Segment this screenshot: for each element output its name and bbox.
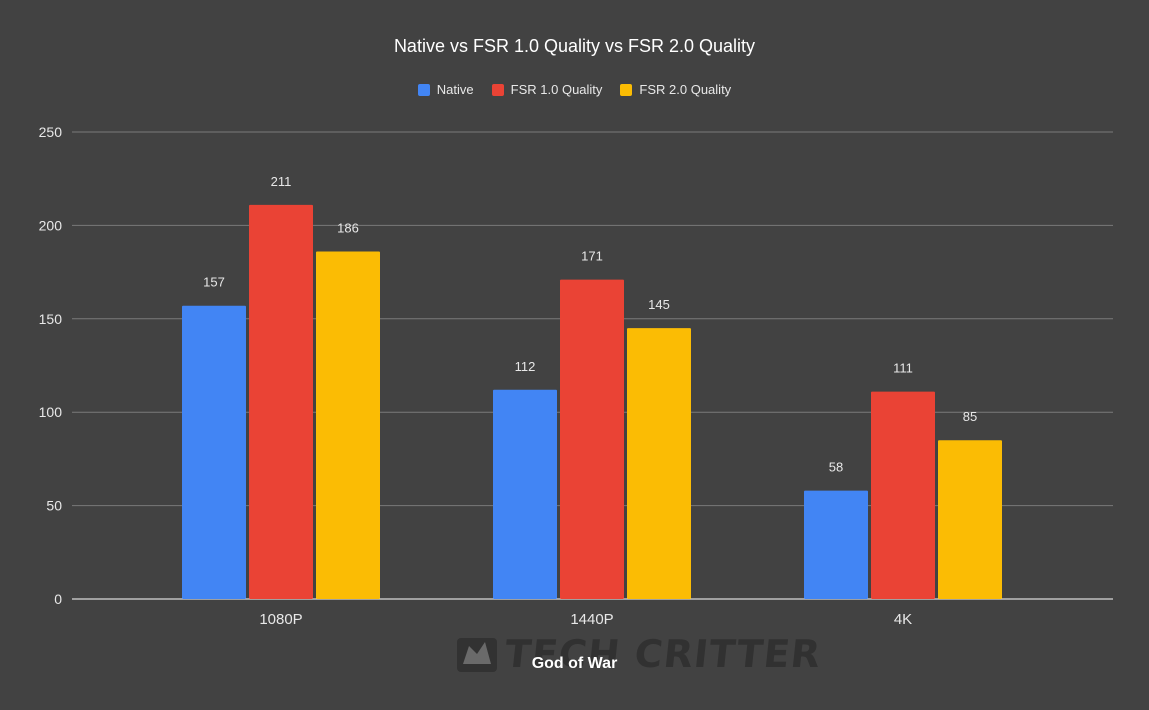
legend-label-fsr2: FSR 2.0 Quality [639,82,732,97]
y-tick-label: 50 [46,498,62,514]
y-tick-label: 200 [39,217,63,233]
x-tick-label: 1440P [570,611,613,628]
data-label: 112 [515,359,536,374]
bar [804,490,868,599]
legend-item-native: Native [417,82,474,97]
chart-legend: Native FSR 1.0 Quality FSR 2.0 Quality [0,82,1149,97]
bar [182,305,246,599]
bar [316,251,380,599]
data-label: 111 [893,361,913,376]
bar [249,204,313,600]
y-tick-label: 250 [39,124,63,140]
legend-label-native: Native [436,82,474,97]
bar [493,389,557,599]
bar [938,440,1002,599]
data-label: 58 [829,460,843,475]
data-label: 171 [581,249,603,264]
data-label: 211 [271,174,292,189]
watermark: TECH CRITTER [455,632,823,676]
legend-swatch-fsr1 [491,83,504,96]
y-tick-label: 100 [39,404,63,420]
shark-logo-icon [457,638,497,672]
legend-swatch-native [417,83,430,96]
bar [627,328,691,599]
legend-item-fsr1: FSR 1.0 Quality [491,82,603,97]
legend-item-fsr2: FSR 2.0 Quality [620,82,731,97]
bar [560,279,624,599]
x-axis-label: God of War [531,655,618,672]
data-label: 85 [963,409,977,424]
y-tick-label: 150 [39,311,63,327]
x-tick-label: 1080P [259,611,302,628]
x-tick-label: 4K [894,611,912,628]
data-label: 157 [203,275,225,290]
data-label: 186 [337,221,359,236]
chart-title: Native vs FSR 1.0 Quality vs FSR 2.0 Qua… [393,36,756,56]
y-tick-label: 0 [54,591,62,607]
legend-swatch-fsr2 [620,83,633,96]
data-label: 145 [648,297,670,312]
bar [871,391,935,599]
legend-label-fsr1: FSR 1.0 Quality [510,82,603,97]
